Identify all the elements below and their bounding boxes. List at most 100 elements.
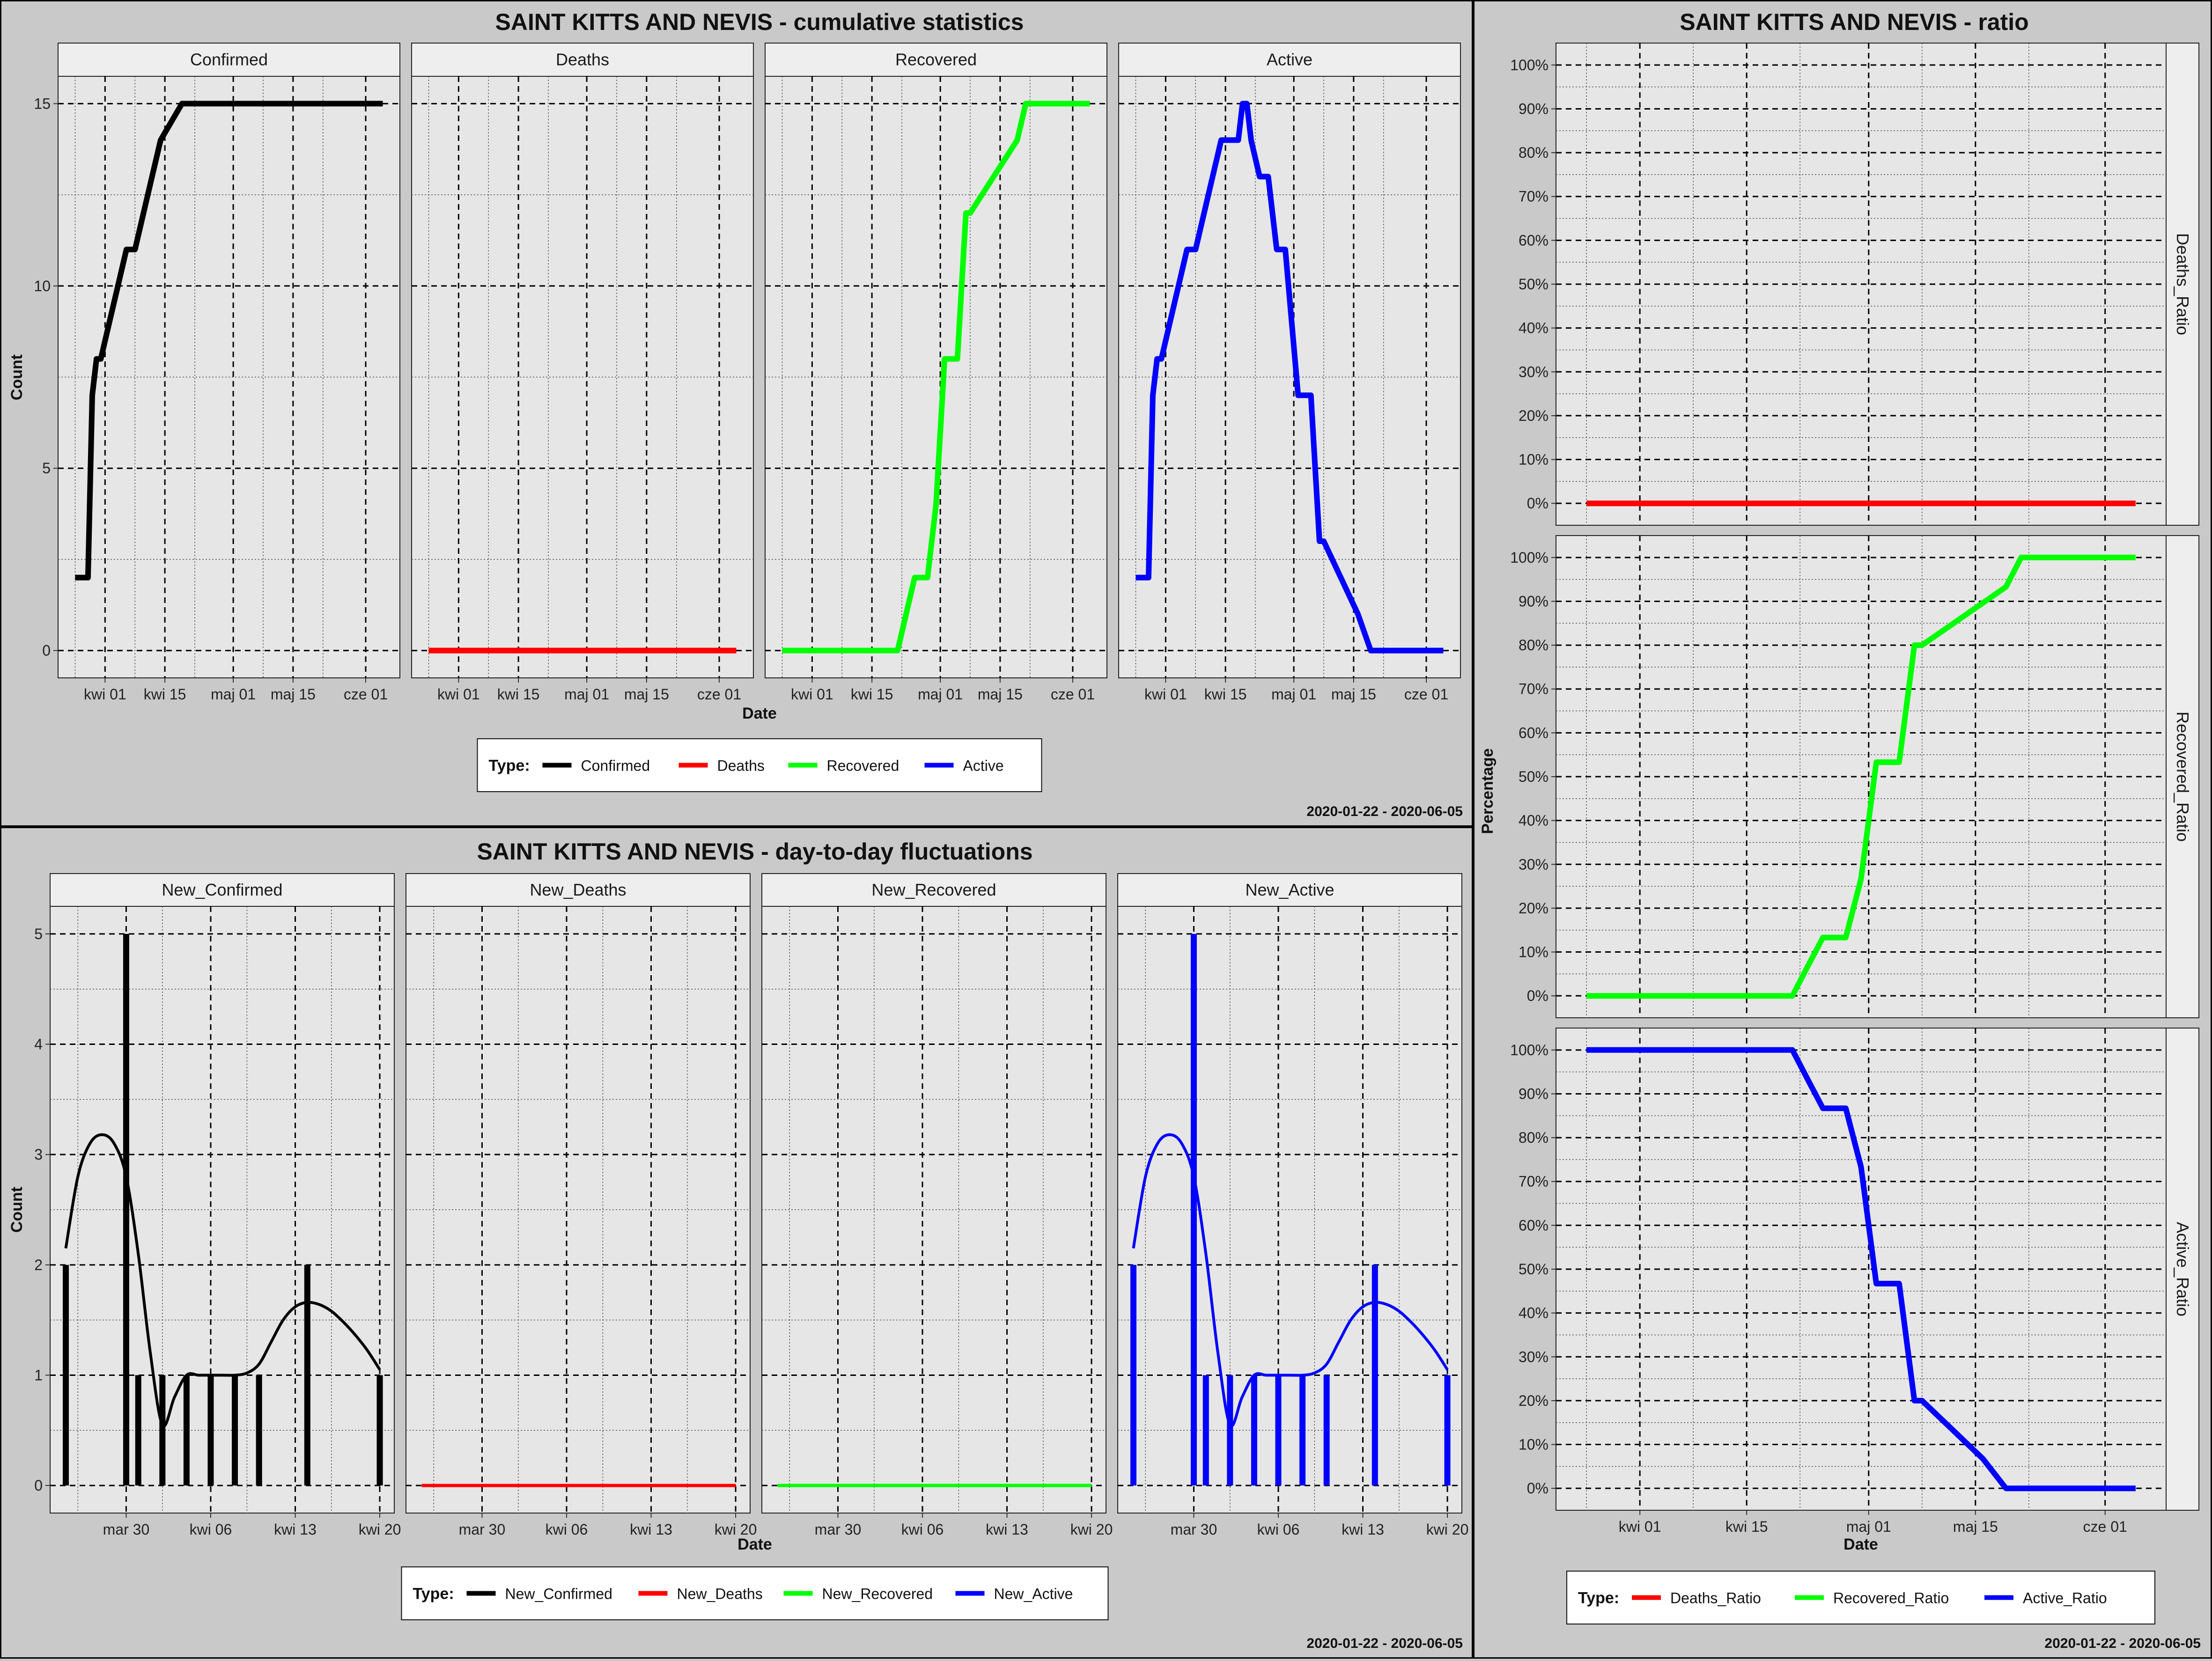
panel-Active_Ratio: [1556, 1028, 2167, 1511]
legend-label-Recovered: Recovered: [827, 757, 900, 774]
x-tick-label: cze 01: [697, 686, 741, 703]
legend-label-New_Recovered: New_Recovered: [822, 1586, 933, 1602]
y-tick-label: 0: [42, 642, 51, 659]
facet-strip: Recovered: [765, 43, 1107, 77]
x-tick-label: maj 01: [211, 686, 256, 703]
y-tick-label: 0: [34, 1477, 43, 1494]
x-tick-label: kwi 15: [497, 686, 540, 703]
x-tick-label: mar 30: [1171, 1521, 1217, 1538]
facet-strip: Deaths: [411, 43, 754, 77]
series-line-Active: [1135, 101, 1444, 654]
facet-label: Active: [1267, 50, 1312, 69]
date-range: 2020-01-22 - 2020-06-05: [1306, 1636, 1463, 1651]
facet-label: Deaths_Ratio: [2173, 233, 2192, 335]
y-tick-label: 70%: [1519, 681, 1548, 698]
x-tick-label: mar 30: [103, 1521, 150, 1538]
x-tick-label: kwi 20: [1426, 1521, 1469, 1538]
legend-label-Active: Active: [963, 757, 1004, 774]
facet-strip-box: [1118, 43, 1461, 77]
facet-label: New_Deaths: [530, 880, 626, 899]
y-axis-title: Percentage: [1479, 748, 1497, 834]
facet-strip-box: [58, 43, 400, 77]
y-tick-label: 40%: [1519, 812, 1548, 829]
x-tick-label: mar 30: [815, 1521, 862, 1538]
facet-strip-box: [411, 43, 754, 77]
facet-strip: New_Active: [1117, 873, 1462, 907]
facet-strip-box: [2166, 1028, 2199, 1511]
facet-strip-box: [50, 873, 395, 907]
y-tick-label: 60%: [1519, 724, 1548, 741]
facet-label: Recovered: [895, 50, 977, 69]
facet-label: Confirmed: [190, 50, 268, 69]
legend: Type: Confirmed Deaths Recovered Active: [477, 738, 1042, 792]
x-tick-label: kwi 20: [715, 1521, 757, 1538]
y-tick-label: 0%: [1527, 987, 1548, 1004]
x-tick-label: kwi 15: [1204, 686, 1247, 703]
x-tick-label: kwi 13: [274, 1521, 317, 1538]
y-tick-label: 50%: [1519, 768, 1548, 785]
y-tick-label: 10%: [1519, 451, 1548, 468]
panel-New_Recovered: [761, 906, 1106, 1514]
facet-strip-box: [1117, 873, 1462, 907]
y-axis-title: Count: [8, 1187, 26, 1233]
y-tick-label: 10: [34, 278, 51, 294]
x-tick-label: kwi 06: [1257, 1521, 1300, 1538]
x-tick-label: mar 30: [459, 1521, 506, 1538]
x-tick-label: cze 01: [1404, 686, 1448, 703]
legend-box: [401, 1566, 1109, 1620]
legend-label-Deaths: Deaths: [717, 757, 765, 774]
y-axis-title: Count: [8, 354, 26, 400]
y-tick-label: 50%: [1519, 276, 1548, 293]
panel-Confirmed: [58, 76, 400, 678]
facet-strip-box: [761, 873, 1106, 907]
x-tick-label: maj 01: [1271, 686, 1316, 703]
y-tick-label: 4: [34, 1036, 43, 1053]
y-tick-label: 80%: [1519, 144, 1548, 161]
legend-label-Confirmed: Confirmed: [581, 757, 650, 774]
y-tick-label: 0%: [1527, 1480, 1548, 1497]
x-tick-label: cze 01: [344, 686, 388, 703]
y-tick-label: 2: [34, 1257, 43, 1273]
y-tick-label: 80%: [1519, 637, 1548, 654]
x-tick-label: maj 15: [978, 686, 1023, 703]
y-tick-label: 15: [34, 95, 51, 112]
chart-title: SAINT KITTS AND NEVIS - cumulative stati…: [495, 9, 1024, 35]
series-line-Confirmed: [75, 101, 383, 581]
x-tick-label: kwi 01: [1144, 686, 1187, 703]
facet-strip-box: [765, 43, 1107, 77]
facet-strip: Recovered_Ratio: [2166, 535, 2199, 1018]
y-tick-label: 30%: [1519, 363, 1548, 380]
y-tick-label: 80%: [1519, 1129, 1548, 1146]
x-tick-label: kwi 15: [851, 686, 893, 703]
facet-strip: New_Deaths: [406, 873, 751, 907]
facet-label: New_Active: [1245, 880, 1334, 899]
series-line-Recovered: [782, 101, 1090, 654]
legend: Type: New_Confirmed New_Deaths New_Recovere…: [401, 1566, 1109, 1620]
y-tick-label: 90%: [1519, 1085, 1548, 1102]
x-tick-label: maj 01: [918, 686, 963, 703]
smooth-curve-New_Confirmed: [64, 1133, 381, 1428]
panel-New_Active: [1117, 906, 1462, 1514]
facet-strip: New_Confirmed: [50, 873, 395, 907]
x-tick-label: kwi 15: [144, 686, 186, 703]
y-tick-label: 3: [34, 1146, 43, 1163]
x-tick-label: cze 01: [1051, 686, 1095, 703]
panel-Recovered: [765, 76, 1107, 678]
facet-strip: Deaths_Ratio: [2166, 43, 2199, 526]
legend-label-Recovered_Ratio: Recovered_Ratio: [1833, 1590, 1949, 1607]
facet-strip: Confirmed: [58, 43, 400, 77]
legend: Type: Deaths_Ratio Recovered_Ratio Active_R…: [1566, 1571, 2155, 1624]
y-tick-label: 5: [34, 926, 43, 942]
y-tick-label: 40%: [1519, 1305, 1548, 1322]
facet-strip: Active: [1118, 43, 1461, 77]
y-tick-label: 70%: [1519, 1173, 1548, 1190]
facet-strip-box: [2166, 535, 2199, 1018]
chart-title: SAINT KITTS AND NEVIS - day-to-day fluct…: [477, 838, 1032, 865]
x-tick-label: kwi 01: [437, 686, 480, 703]
facet-label: New_Recovered: [871, 880, 996, 899]
x-tick-label: maj 15: [1953, 1518, 1998, 1535]
y-tick-label: 90%: [1519, 593, 1548, 610]
facet-strip-box: [406, 873, 751, 907]
x-tick-label: kwi 01: [791, 686, 833, 703]
